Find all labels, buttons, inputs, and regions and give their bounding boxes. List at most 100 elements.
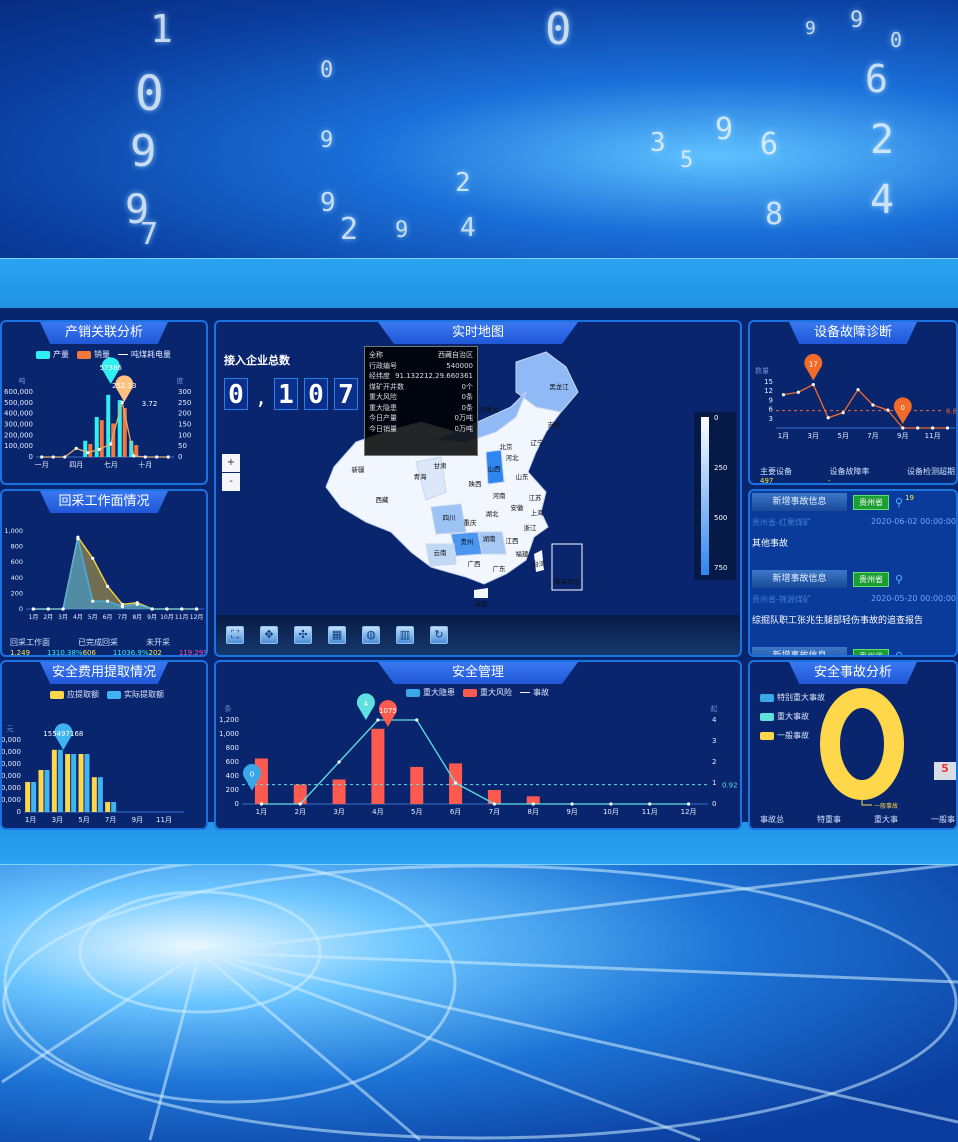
visual-map-legend[interactable]: 0 250 500 750 — [694, 412, 736, 580]
y-right-tick-label: 50 — [178, 442, 187, 450]
accident-text: 综掘队职工张兆生腿部轻伤事故的追查报告 — [752, 616, 924, 626]
tooltip-row: 今日产量 0万吨 — [369, 414, 473, 422]
y-tick-label: 500,000 — [4, 399, 33, 407]
legend-item[interactable]: 产量 — [36, 349, 69, 360]
x-tick-label: 9月 — [132, 816, 143, 824]
data-point — [259, 802, 264, 806]
bar — [122, 408, 127, 457]
province-tag: 贵州省 — [853, 648, 889, 655]
province-label: 甘肃 — [434, 461, 448, 470]
building-icon[interactable]: ▥ — [396, 626, 414, 644]
add-accident-button[interactable]: 新增事故信息 — [752, 570, 847, 588]
data-point — [415, 718, 419, 722]
series-line — [33, 538, 197, 610]
x-tick-label: 3月 — [808, 432, 819, 440]
legend-item[interactable]: 吨煤耗电量 — [118, 349, 171, 360]
legend-item[interactable]: 重大事故 — [760, 711, 809, 722]
max-marker — [115, 375, 134, 402]
counter-digit: 0 — [224, 378, 248, 410]
province-label: 北京 — [500, 442, 514, 451]
province-label: 新疆 — [352, 465, 366, 474]
max-marker-label: 1075 — [379, 707, 397, 715]
x-tick-label: 5月 — [837, 432, 848, 440]
min-marker — [243, 764, 261, 791]
globe-icon[interactable]: ◍ — [362, 626, 380, 644]
legend-item[interactable]: 应提取额 — [50, 689, 99, 700]
scale-label: 500 — [714, 514, 728, 522]
series-line — [783, 383, 948, 429]
province-label: 山西 — [488, 464, 502, 473]
x-tick-label: 9月 — [147, 614, 157, 621]
location-pin-icon[interactable]: ⚲ — [895, 649, 904, 657]
background-digit: 6 — [760, 127, 779, 162]
bar — [78, 754, 84, 812]
legend-item[interactable]: 销量 — [77, 349, 110, 360]
y-right-tick-label: 300 — [178, 388, 191, 396]
background-digit: 9 — [850, 8, 864, 33]
y-tick-label: 1,000 — [4, 527, 23, 535]
accident-analysis-panel: 安全事故分析 特别重大事故 重大事故 一般事故 一般事故 事故总 特重事 重大事 一般事 … — [748, 660, 958, 830]
bar — [111, 423, 116, 457]
data-point — [86, 451, 90, 455]
data-point — [91, 556, 95, 560]
province-label: 山东 — [516, 472, 530, 481]
color-scale-bar[interactable] — [701, 417, 709, 575]
expand-icon[interactable]: ✥ — [260, 626, 278, 644]
zoom-out-button[interactable]: - — [222, 473, 240, 491]
legend-item[interactable]: 事故 — [520, 687, 549, 698]
bar — [111, 802, 117, 812]
mining-values: 1,249 1310.38%606 11036.9%202 119.29% — [10, 649, 208, 657]
max-marker-label: 57386 — [100, 364, 123, 372]
y-tick-label: 30,000 — [2, 796, 21, 804]
map-layer-icon[interactable]: ▦ — [328, 626, 346, 644]
legend-item[interactable]: 特别重大事故 — [760, 692, 825, 703]
legend-item[interactable]: 一般事故 — [760, 730, 809, 741]
y-tick-label: 180,000 — [2, 736, 21, 744]
y-tick-label: 100,000 — [4, 442, 33, 450]
bar — [105, 802, 111, 812]
max-marker-label: 252.13 — [112, 382, 137, 390]
donut-slice — [820, 688, 904, 800]
background-digit: 9 — [715, 112, 734, 147]
legend-item[interactable]: 实际提取额 — [107, 689, 164, 700]
background-digit: 9 — [125, 187, 150, 233]
add-accident-button[interactable]: 新增事故信息 — [752, 647, 847, 655]
fullscreen-icon[interactable]: ⛶ — [226, 626, 244, 644]
legend-item[interactable]: 重大隐患 — [406, 687, 455, 698]
x-tick-label: 12月 — [681, 808, 697, 816]
province-label: 南海诸岛 — [554, 577, 580, 586]
y-tick-label: 3 — [769, 415, 773, 423]
location-pin-icon[interactable]: ⚲ — [895, 572, 904, 586]
accident-item[interactable]: 新增事故信息 贵州省 ⚲ 贵州省-锦源煤矿 2020-05-20 00:00:00 综… — [752, 570, 956, 626]
stat-value: 119.29% — [178, 649, 208, 657]
series-line — [261, 719, 689, 805]
y-right-tick-label: 2 — [712, 758, 716, 766]
min-marker-label: 0 — [250, 771, 254, 779]
data-point — [686, 802, 691, 806]
accident-item[interactable]: 新增事故信息 贵州省 ⚲ — [752, 647, 956, 657]
panel-title: 设备故障诊断 — [789, 322, 917, 344]
accident-list-panel[interactable]: 新增事故信息 贵州省 ⚲ 19 贵州省-红果煤矿 2020-06-02 00:00:00… — [748, 489, 958, 657]
bar — [99, 420, 104, 457]
legend-item[interactable]: 重大风险 — [463, 687, 512, 698]
side-widget-button[interactable]: 5 — [934, 762, 956, 780]
x-tick-label: 十月 — [138, 460, 152, 469]
province-region — [477, 531, 507, 555]
y-tick-label: 1,200 — [219, 716, 239, 724]
refresh-icon[interactable]: ↻ — [430, 626, 448, 644]
zoom-in-button[interactable]: + — [222, 454, 240, 472]
collapse-icon[interactable]: ✣ — [294, 626, 312, 644]
south-china-sea-inset — [551, 543, 583, 591]
data-point — [826, 416, 830, 420]
x-tick-label: 一月 — [35, 461, 49, 469]
add-accident-button[interactable]: 新增事故信息 — [752, 493, 847, 511]
bar — [44, 770, 50, 812]
location-pin-icon[interactable]: ⚲ — [895, 495, 904, 509]
panel-title: 回采工作面情况 — [40, 491, 168, 513]
accident-item[interactable]: 新增事故信息 贵州省 ⚲ 19 贵州省-红果煤矿 2020-06-02 00:00:00… — [752, 493, 956, 549]
stat-label: 已完成回采 — [78, 638, 118, 647]
x-tick-label: 7月 — [867, 432, 878, 440]
